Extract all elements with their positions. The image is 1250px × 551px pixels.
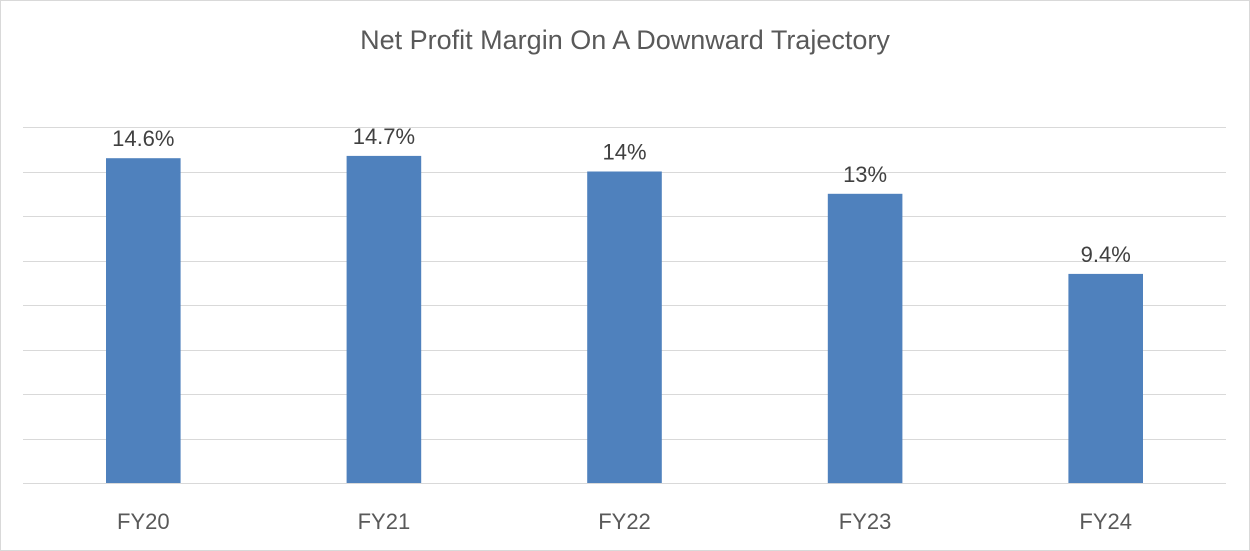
bar-fy23 <box>827 193 903 484</box>
data-label-fy22: 14% <box>602 140 646 165</box>
data-labels: 14.6% 14.7% 14% 13% 9.4% <box>112 124 1131 267</box>
bar-fy21 <box>346 155 422 483</box>
bar-fy22 <box>587 171 662 483</box>
data-label-fy20: 14.6% <box>112 126 174 151</box>
x-tick-label-fy23: FY23 <box>839 509 892 534</box>
bar-fy20 <box>106 158 181 483</box>
data-label-fy24: 9.4% <box>1081 242 1131 267</box>
data-label-fy21: 14.7% <box>353 124 415 149</box>
bars <box>106 155 1143 484</box>
bar-fy24 <box>1068 273 1143 483</box>
chart-title: Net Profit Margin On A Downward Trajecto… <box>360 25 890 55</box>
x-tick-label-fy21: FY21 <box>358 509 411 534</box>
x-tick-label-fy22: FY22 <box>598 509 651 534</box>
x-axis-tick-labels: FY20 FY21 FY22 FY23 FY24 <box>117 509 1132 534</box>
data-label-fy23: 13% <box>843 162 887 187</box>
x-tick-label-fy24: FY24 <box>1079 509 1132 534</box>
x-tick-label-fy20: FY20 <box>117 509 170 534</box>
